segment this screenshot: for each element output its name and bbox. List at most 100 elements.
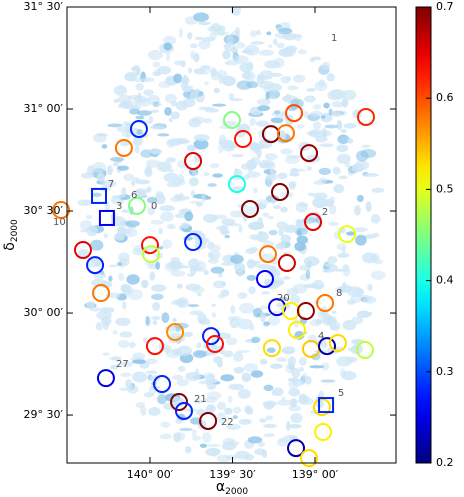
- background-blob: [196, 342, 202, 349]
- background-blob: [356, 194, 364, 203]
- colorbar-tick-label: 0.3: [436, 365, 454, 378]
- background-blob: [173, 73, 183, 84]
- background-blob: [370, 270, 386, 280]
- background-blob: [280, 206, 288, 213]
- background-blob: [267, 83, 283, 92]
- background-blob: [131, 359, 146, 364]
- background-blob: [164, 107, 172, 116]
- background-blob: [286, 287, 299, 296]
- background-blob: [101, 144, 108, 149]
- background-blob: [164, 261, 181, 272]
- background-blob: [260, 163, 266, 169]
- background-blob: [179, 427, 193, 432]
- background-blob: [211, 379, 218, 384]
- background-blob: [216, 454, 231, 463]
- background-blob: [192, 170, 198, 176]
- background-blob: [211, 303, 217, 307]
- background-blob: [367, 311, 373, 316]
- background-blob: [304, 95, 316, 103]
- source-circle: [288, 320, 307, 339]
- background-blob: [117, 272, 125, 281]
- background-blob: [259, 138, 273, 149]
- background-blob: [217, 272, 223, 278]
- background-blob: [234, 26, 240, 36]
- background-blob: [123, 173, 135, 182]
- background-blob: [151, 315, 161, 321]
- background-blob: [86, 301, 95, 308]
- background-blob: [96, 172, 105, 182]
- background-blob: [244, 454, 255, 461]
- background-blob: [147, 206, 155, 216]
- background-blob: [116, 125, 125, 133]
- background-blob: [288, 388, 301, 397]
- background-blob: [365, 233, 376, 238]
- background-blob: [89, 307, 101, 312]
- background-blob: [278, 27, 293, 35]
- background-blob: [99, 307, 115, 314]
- background-blob: [365, 201, 372, 213]
- background-blob: [255, 120, 270, 127]
- y-axis-symbol: δ: [2, 242, 18, 251]
- colorbar-tick-label: 0.4: [436, 274, 454, 287]
- background-blob: [210, 69, 217, 77]
- background-blob: [116, 262, 123, 267]
- background-blob: [269, 168, 276, 175]
- background-blob: [226, 35, 234, 45]
- background-blob: [108, 275, 113, 282]
- background-blob: [361, 144, 371, 148]
- background-blob: [132, 371, 148, 383]
- background-blob: [220, 289, 230, 297]
- background-blob: [263, 423, 277, 428]
- source-circle: [316, 294, 335, 313]
- background-blob: [328, 204, 337, 215]
- background-blob: [120, 361, 133, 368]
- background-blob: [261, 291, 271, 295]
- background-blob: [248, 221, 264, 231]
- background-blob: [142, 337, 148, 344]
- background-blob: [125, 379, 133, 389]
- background-blob: [152, 301, 161, 311]
- background-blob: [175, 100, 188, 111]
- background-blob: [238, 302, 255, 314]
- background-blob: [288, 423, 302, 429]
- background-blob: [183, 408, 198, 412]
- background-blob: [318, 167, 332, 176]
- source-circle: [302, 339, 321, 358]
- source-circle: [300, 449, 319, 468]
- background-blob: [290, 397, 298, 408]
- background-blob: [157, 65, 172, 75]
- background-blob: [319, 143, 334, 148]
- background-blob: [166, 223, 176, 230]
- source-circle: [355, 340, 374, 359]
- background-blob: [245, 248, 256, 255]
- source-label: 2: [322, 207, 328, 218]
- source-circle: [127, 196, 146, 215]
- background-blob: [237, 388, 251, 399]
- background-blob: [310, 284, 324, 289]
- source-circle: [184, 152, 203, 171]
- background-blob: [129, 341, 136, 349]
- background-blob: [207, 183, 217, 187]
- background-blob: [347, 138, 354, 144]
- background-blob: [283, 224, 298, 233]
- background-blob: [289, 294, 301, 304]
- source-circle: [287, 439, 306, 458]
- background-blob: [100, 270, 105, 275]
- background-blob: [286, 421, 291, 431]
- background-blob: [250, 235, 263, 241]
- background-blob: [341, 282, 348, 293]
- background-blob: [95, 321, 103, 331]
- background-blob: [110, 156, 125, 162]
- background-blob: [223, 144, 238, 149]
- background-blob: [168, 169, 175, 173]
- background-blob: [225, 223, 241, 227]
- background-blob: [264, 153, 278, 161]
- background-blob: [354, 205, 361, 216]
- background-blob: [135, 179, 151, 185]
- background-blob: [213, 31, 230, 36]
- background-blob: [312, 197, 328, 209]
- background-blob: [176, 283, 183, 289]
- background-blob: [117, 252, 130, 262]
- background-blob: [115, 317, 131, 327]
- background-blob: [282, 32, 298, 41]
